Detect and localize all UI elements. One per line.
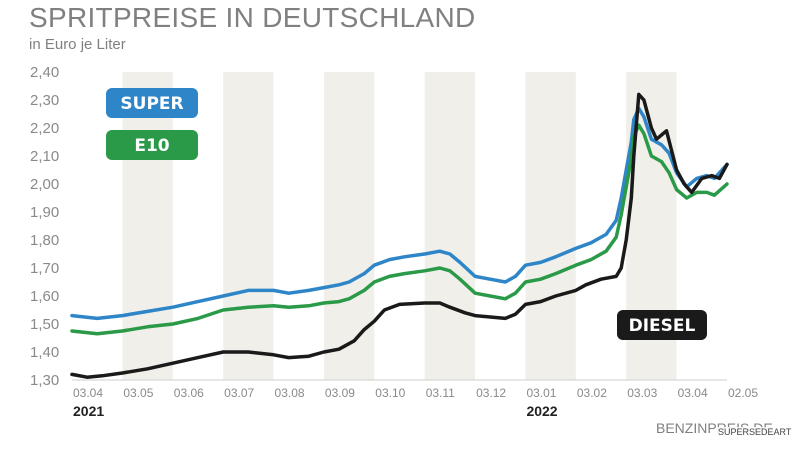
month-band (323, 72, 375, 380)
chart-title: SPRITPREISE IN DEUTSCHLAND (29, 2, 476, 33)
x-tick-label: 03.04 (73, 386, 103, 400)
x-tick-label: 03.12 (476, 386, 506, 400)
x-axis-ticks: 03.04 03.05 03.06 03.07 03.08 03.09 03.10 03.11… (73, 386, 758, 400)
y-tick-label: 2,20 (30, 120, 59, 137)
legend-badge-super: SUPER (106, 88, 198, 118)
series-lines (70, 92, 729, 379)
series-line-diesel (70, 92, 729, 379)
year-label: 2021 (73, 403, 104, 419)
y-tick-label: 1,30 (30, 372, 59, 389)
y-tick-label: 1,40 (30, 344, 59, 361)
year-label: 2022 (526, 403, 557, 419)
x-tick-label: 03.03 (627, 386, 657, 400)
legend-label: E10 (134, 136, 169, 156)
legend-label: SUPER (120, 94, 183, 114)
y-tick-label: 1,70 (30, 260, 59, 277)
y-axis-ticks: 1,30 1,40 1,50 1,60 1,70 1,80 1,90 2,00 2,10 2,20… (30, 64, 59, 389)
series-line-e10 (70, 123, 729, 336)
legend-badge-e10: E10 (106, 130, 198, 160)
month-band (122, 72, 173, 380)
legend-badges: SUPER E10 DIESEL (106, 88, 707, 340)
chart-subtitle: in Euro je Liter (29, 36, 126, 53)
x-tick-label: 03.04 (678, 386, 708, 400)
month-band (223, 72, 274, 380)
x-tick-label: 03.06 (174, 386, 204, 400)
legend-label: DIESEL (629, 316, 696, 336)
watermark: SUPERSEDEART (716, 427, 794, 437)
year-labels: 2021 2022 (73, 403, 558, 419)
month-band (525, 72, 576, 380)
y-tick-label: 2,00 (30, 176, 59, 193)
month-band (424, 72, 476, 380)
x-tick-label: 03.05 (123, 386, 153, 400)
legend-badge-diesel: DIESEL (617, 310, 707, 340)
x-tick-label: 02.05 (728, 386, 758, 400)
y-tick-label: 2,30 (30, 92, 59, 109)
y-tick-label: 1,90 (30, 204, 59, 221)
y-tick-label: 1,50 (30, 316, 59, 333)
x-tick-label: 03.08 (275, 386, 305, 400)
x-tick-label: 03.02 (577, 386, 607, 400)
y-tick-label: 2,40 (30, 64, 59, 81)
y-tick-label: 2,10 (30, 148, 59, 165)
x-tick-label: 03.10 (375, 386, 405, 400)
y-tick-label: 1,80 (30, 232, 59, 249)
y-tick-label: 1,60 (30, 288, 59, 305)
series-line-super (70, 106, 729, 321)
x-tick-label: 03.11 (426, 386, 455, 400)
x-tick-label: 03.01 (526, 386, 556, 400)
x-tick-label: 03.09 (325, 386, 355, 400)
x-tick-label: 03.07 (224, 386, 254, 400)
